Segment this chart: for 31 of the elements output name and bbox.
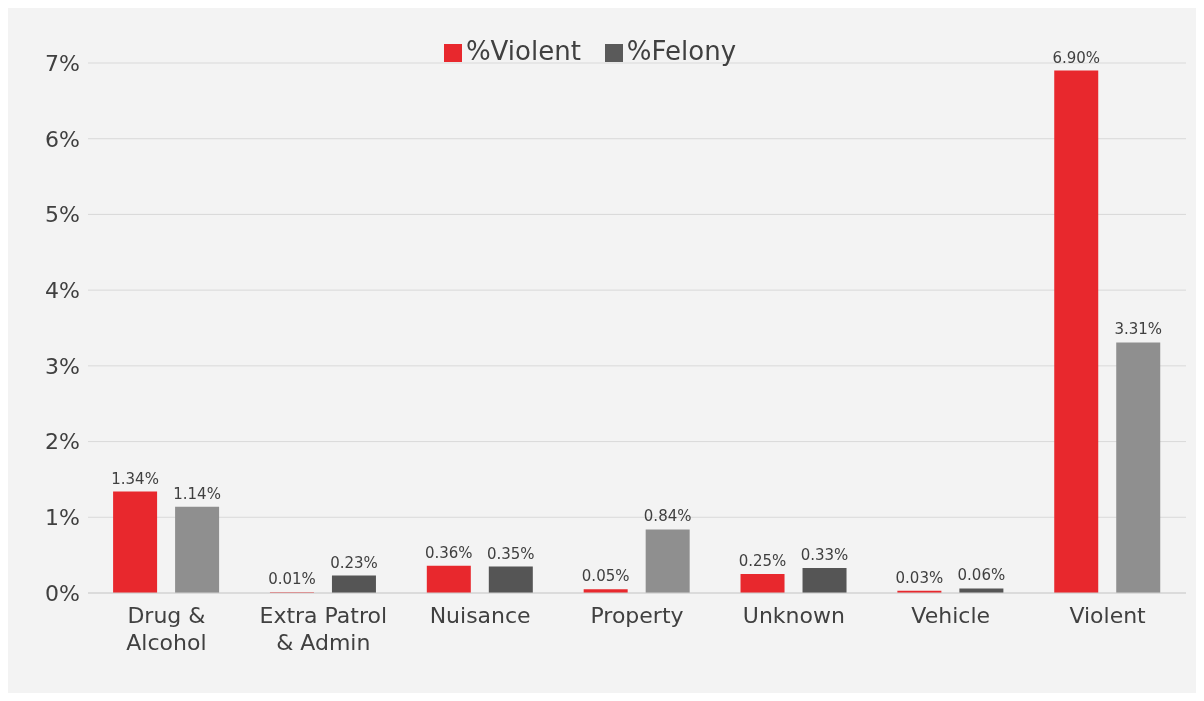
x-tick-label: Extra Patrol & Admin bbox=[259, 603, 388, 655]
data-label: 0.23% bbox=[330, 553, 378, 572]
data-label: 0.25% bbox=[738, 552, 787, 571]
y-tick-label: 1% bbox=[45, 505, 80, 531]
data-label: 1.34% bbox=[111, 469, 159, 488]
y-tick-label: 4% bbox=[45, 277, 80, 303]
y-tick-label: 2% bbox=[45, 429, 80, 455]
x-tick-label: Nuisance bbox=[429, 603, 531, 628]
data-label: 0.03% bbox=[895, 568, 944, 587]
legend-label: %Felony bbox=[626, 36, 737, 66]
x-tick-label: Violent bbox=[1069, 603, 1147, 628]
data-label: 0.33% bbox=[800, 546, 849, 565]
y-tick-label: 0% bbox=[45, 580, 80, 606]
y-tick-label: 5% bbox=[45, 202, 80, 228]
data-label: 6.90% bbox=[1052, 48, 1101, 67]
data-label: 3.31% bbox=[1114, 320, 1163, 339]
x-tick-label: Unknown bbox=[742, 603, 845, 628]
y-tick-label: 7% bbox=[45, 50, 80, 76]
data-label: 0.84% bbox=[643, 507, 692, 526]
data-label: 0.06% bbox=[957, 566, 1006, 585]
data-label: 0.01% bbox=[268, 570, 316, 589]
x-tick-label: Vehicle bbox=[911, 603, 991, 628]
data-label: 0.05% bbox=[581, 567, 630, 586]
x-tick-label: Property bbox=[590, 603, 684, 628]
data-label: 1.14% bbox=[173, 484, 221, 503]
legend-label: %Violent bbox=[465, 36, 581, 66]
data-label: 0.35% bbox=[486, 544, 535, 563]
data-label: 0.36% bbox=[424, 543, 473, 562]
y-tick-label: 3% bbox=[45, 353, 80, 379]
x-tick-label: Drug & Alcohol bbox=[126, 603, 207, 655]
y-tick-label: 6% bbox=[45, 126, 80, 152]
